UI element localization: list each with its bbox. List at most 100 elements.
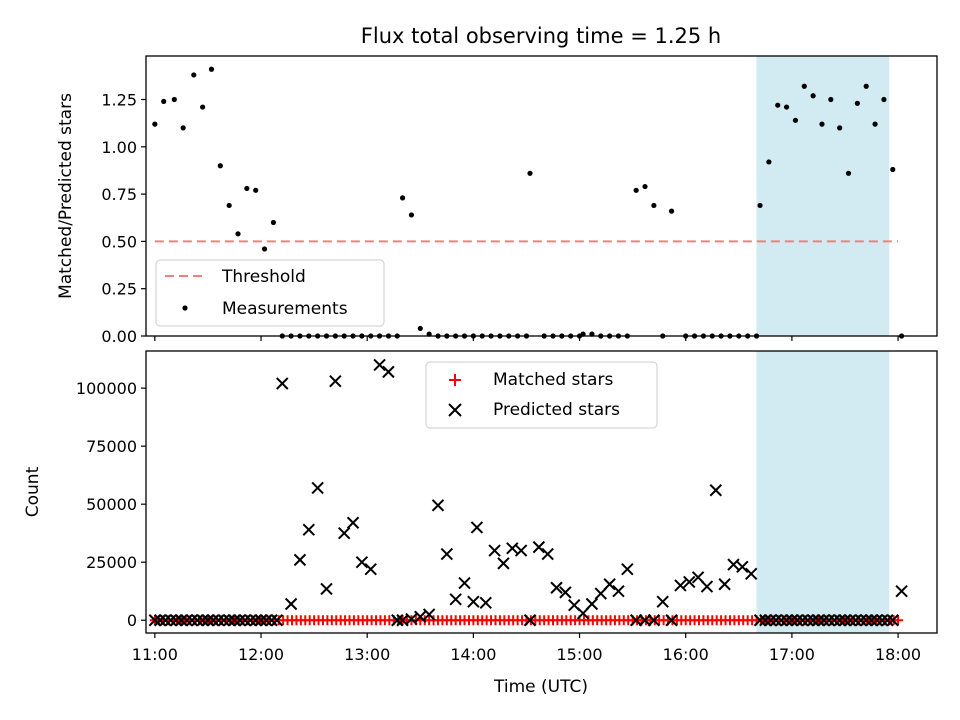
predicted-star-point xyxy=(302,523,316,536)
predicted-star-point xyxy=(875,614,889,627)
legend-predicted-label: Predicted stars xyxy=(493,400,620,420)
y-tick-label: 1.25 xyxy=(101,91,137,110)
predicted-star-point xyxy=(238,614,252,627)
y-tick-label: 0 xyxy=(127,611,137,630)
predicted-star-point xyxy=(550,581,563,594)
predicted-star-point xyxy=(479,596,492,610)
predicted-star-point xyxy=(293,553,307,567)
predicted-star-point xyxy=(801,614,815,627)
measurement-point xyxy=(775,102,781,108)
x-tick-label: 17:00 xyxy=(769,645,815,664)
predicted-star-point xyxy=(817,614,830,627)
counts-y-ticks: 0 25000 50000 75000 100000 xyxy=(76,379,146,630)
measurement-point xyxy=(845,170,852,176)
predicted-star-point xyxy=(405,612,418,626)
y-tick-label: 1.00 xyxy=(101,138,137,157)
predicted-star-point xyxy=(647,614,661,627)
y-tick-label: 0.50 xyxy=(101,232,137,251)
predicted-star-point xyxy=(759,614,772,627)
predicted-star-point xyxy=(222,614,236,627)
legend-predicted-swatch xyxy=(448,403,462,417)
measurement-point xyxy=(417,325,423,332)
measurement-point xyxy=(757,202,763,209)
flux-ratio-frame xyxy=(145,55,938,337)
predicted-star-point xyxy=(422,608,436,621)
y-tick-label: 0.00 xyxy=(101,327,137,346)
legend-measurements-label: Measurements xyxy=(222,299,348,319)
counts-y-label: Count xyxy=(23,466,43,517)
predicted-star-point xyxy=(585,597,599,611)
predicted-star-point xyxy=(414,610,427,623)
measurement-point xyxy=(208,66,215,72)
measurement-point xyxy=(261,246,268,252)
predicted-star-point xyxy=(780,614,793,627)
y-tick-label: 0.75 xyxy=(101,185,137,204)
predicted-star-point xyxy=(683,575,696,589)
predicted-star-point xyxy=(329,374,342,388)
predicted-star-point xyxy=(373,358,386,372)
predicted-star-point xyxy=(249,614,262,627)
figure-title: Flux total observing time = 1.25 h xyxy=(361,24,721,48)
counts-panel: 0 25000 50000 75000 100000 11:00 12:00 13:00 14… xyxy=(23,350,938,697)
predicted-star-point xyxy=(744,567,758,581)
predicted-star-point xyxy=(364,562,377,576)
predicted-star-point xyxy=(217,614,231,627)
flux-ratio-panel: 0.00 0.25 0.50 0.75 1.00 1.25 Matched/Predict… xyxy=(56,55,938,346)
measurement-point xyxy=(408,212,415,218)
measurement-point xyxy=(527,170,533,176)
legend-matched-swatch xyxy=(449,374,461,386)
counts-legend: Matched stars Predicted stars xyxy=(425,361,658,429)
predicted-star-point xyxy=(191,614,204,627)
predicted-star-point xyxy=(854,614,868,627)
measurement-point xyxy=(642,183,648,190)
measurement-point xyxy=(810,93,816,99)
predicted-stars-points xyxy=(148,358,908,627)
predicted-star-point xyxy=(270,614,284,627)
predicted-star-point xyxy=(449,593,462,606)
predicted-star-point xyxy=(886,614,899,627)
measurement-point xyxy=(792,117,799,123)
predicted-star-point xyxy=(674,579,687,592)
predicted-star-point xyxy=(337,526,351,540)
predicted-star-point xyxy=(467,595,480,608)
predicted-star-point xyxy=(612,585,625,598)
predicted-star-point xyxy=(603,578,616,591)
measurement-point xyxy=(191,72,197,78)
measurement-point xyxy=(244,185,250,192)
measurement-point xyxy=(668,208,675,214)
predicted-star-point xyxy=(164,614,177,627)
predicted-star-point xyxy=(233,614,246,627)
predicted-star-point xyxy=(849,614,862,627)
legend-matched-label: Matched stars xyxy=(493,370,613,390)
predicted-star-point xyxy=(207,614,220,627)
predicted-star-point xyxy=(488,544,501,557)
predicted-star-point xyxy=(514,544,528,557)
measurement-point xyxy=(200,104,206,110)
measurement-point xyxy=(633,187,639,193)
predicted-star-point xyxy=(148,614,162,627)
predicted-star-point xyxy=(769,614,783,627)
predicted-star-point xyxy=(175,614,188,627)
predicted-star-point xyxy=(775,614,788,627)
x-tick-label: 18:00 xyxy=(875,645,921,664)
measurement-point xyxy=(399,195,406,201)
predicted-star-point xyxy=(169,614,183,627)
y-tick-label: 100000 xyxy=(76,379,137,398)
flux-ratio-highlight xyxy=(756,56,890,336)
flux-ratio-y-label: Matched/Predicted stars xyxy=(56,93,76,299)
predicted-star-point xyxy=(458,576,471,590)
measurement-point xyxy=(270,219,277,226)
y-tick-label: 25000 xyxy=(86,553,137,572)
x-axis-label: Time (UTC) xyxy=(493,677,588,697)
predicted-star-point xyxy=(709,484,723,497)
x-tick-label: 12:00 xyxy=(238,645,284,664)
predicted-star-point xyxy=(180,614,193,627)
predicted-star-point xyxy=(559,586,572,599)
predicted-star-point xyxy=(212,614,225,627)
measurement-point xyxy=(872,121,878,127)
predicted-star-point xyxy=(828,614,841,627)
predicted-star-point xyxy=(790,614,804,627)
predicted-star-point xyxy=(254,614,268,627)
measurement-point xyxy=(235,231,241,237)
measurement-point xyxy=(783,104,790,110)
